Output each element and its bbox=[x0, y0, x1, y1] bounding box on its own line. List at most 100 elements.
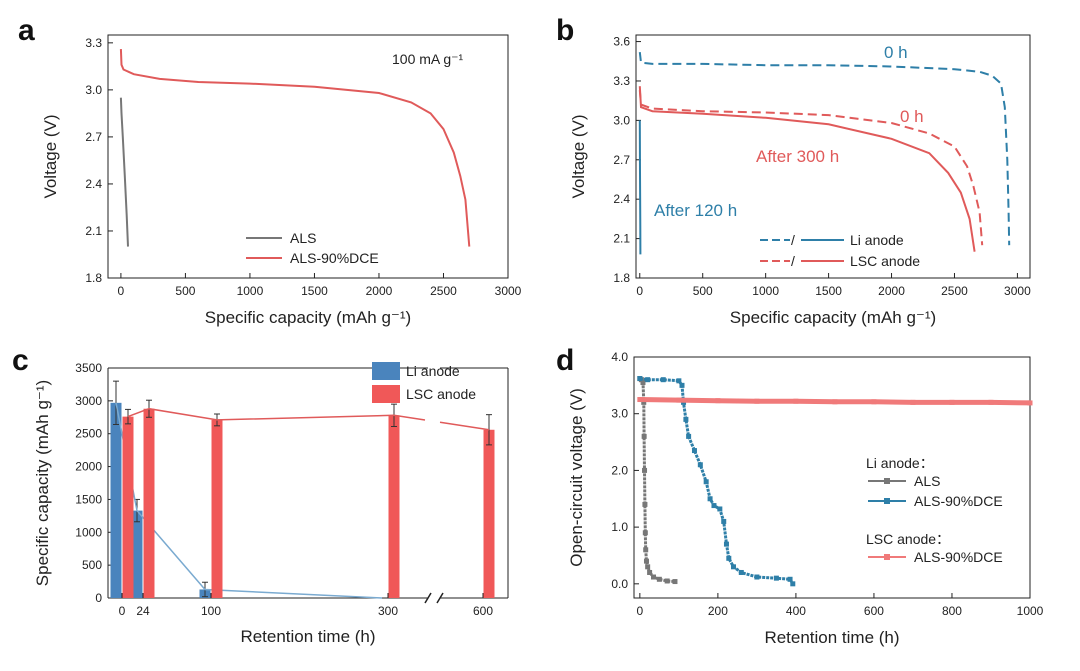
d-data-point bbox=[676, 397, 682, 403]
c-ytick-label: 500 bbox=[82, 558, 102, 572]
c-bar-lsc bbox=[211, 419, 223, 598]
b-xtick-label: 1000 bbox=[752, 284, 779, 298]
a-xtick-label: 1000 bbox=[237, 284, 264, 298]
b-series-line-1 bbox=[638, 120, 642, 255]
c-xtick-label: 600 bbox=[473, 604, 493, 618]
a-ytick-label: 3.3 bbox=[85, 36, 102, 50]
d-data-point bbox=[640, 380, 646, 386]
b-series-line-3 bbox=[638, 86, 976, 252]
b-ytick-label: 2.1 bbox=[613, 232, 630, 246]
a-xtick-label: 0 bbox=[118, 284, 125, 298]
d-data-point bbox=[703, 479, 709, 485]
d-series-line-0 bbox=[638, 377, 676, 584]
d-data-point bbox=[679, 382, 685, 388]
b-ytick-label: 3.6 bbox=[613, 35, 630, 49]
c-ytick-label: 1000 bbox=[75, 525, 102, 539]
c-ytick-label: 1500 bbox=[75, 492, 102, 506]
c-y-axis-label: Specific capacity (mAh g⁻¹) bbox=[33, 380, 52, 586]
d-data-point bbox=[697, 462, 703, 468]
d-data-point bbox=[793, 398, 799, 404]
c-xtick-label: 300 bbox=[378, 604, 398, 618]
b-annotation: After 120 h bbox=[654, 201, 737, 220]
b-ytick-label: 2.7 bbox=[613, 153, 630, 167]
d-legend-marker bbox=[884, 498, 890, 504]
d-data-point bbox=[651, 574, 657, 580]
b-series-line-2 bbox=[638, 90, 984, 246]
c-bar-lsc bbox=[143, 408, 155, 598]
a-xtick-label: 3000 bbox=[495, 284, 522, 298]
d-data-point bbox=[711, 503, 717, 509]
a-xtick-label: 2500 bbox=[430, 284, 457, 298]
c-bar-lsc bbox=[388, 415, 400, 598]
b-ytick-label: 3.3 bbox=[613, 74, 630, 88]
d-legend-marker bbox=[884, 478, 890, 484]
d-data-point bbox=[721, 518, 727, 524]
d-data-point bbox=[643, 547, 649, 553]
c-trend-line-lsc bbox=[439, 421, 490, 431]
d-data-point bbox=[754, 398, 760, 404]
d-data-point bbox=[683, 416, 689, 422]
a-ytick-label: 1.8 bbox=[85, 271, 102, 285]
d-data-point bbox=[717, 506, 723, 512]
c-ytick-label: 3500 bbox=[75, 361, 102, 375]
c-axis-break-mark bbox=[424, 592, 432, 604]
d-data-point bbox=[637, 376, 643, 382]
d-data-point bbox=[988, 399, 994, 405]
d-data-point bbox=[1027, 400, 1033, 406]
d-data-point bbox=[707, 496, 713, 502]
c-bar-li bbox=[131, 510, 143, 598]
chart-panel-c: 0 500 1000 1500 2000 2500 3000 3500 0 24 100 300 600… bbox=[33, 361, 509, 646]
d-data-point bbox=[643, 558, 649, 564]
c-ytick-label: 0 bbox=[95, 591, 102, 605]
c-bar-li bbox=[110, 402, 122, 598]
d-x-axis-label: Retention time (h) bbox=[764, 628, 899, 647]
d-data-point bbox=[645, 564, 651, 570]
a-legend-label: ALS bbox=[290, 230, 316, 246]
b-ytick-label: 1.8 bbox=[613, 271, 630, 285]
a-ytick-label: 2.7 bbox=[85, 130, 102, 144]
b-xtick-label: 2000 bbox=[878, 284, 905, 298]
panel-label-a: a bbox=[18, 14, 35, 47]
d-data-point bbox=[645, 377, 651, 383]
b-xtick-label: 0 bbox=[636, 284, 643, 298]
c-bar-lsc bbox=[483, 429, 495, 598]
d-data-point bbox=[664, 578, 670, 584]
b-legend-label: LSC anode bbox=[850, 253, 920, 269]
d-data-point bbox=[730, 564, 736, 570]
b-series-line-0 bbox=[638, 51, 1011, 246]
a-xtick-label: 1500 bbox=[301, 284, 328, 298]
c-axis-break-mark bbox=[436, 592, 444, 604]
d-data-point bbox=[949, 399, 955, 405]
a-series-line-als bbox=[119, 97, 129, 247]
d-data-point bbox=[637, 397, 643, 403]
d-data-point bbox=[641, 399, 647, 405]
d-legend-label: ALS-90%DCE bbox=[914, 493, 1003, 509]
d-data-point bbox=[642, 501, 648, 507]
b-ytick-label: 2.4 bbox=[613, 192, 630, 206]
b-plot-frame bbox=[635, 34, 1031, 279]
b-xtick-label: 2500 bbox=[941, 284, 968, 298]
b-ytick-label: 3.0 bbox=[613, 113, 630, 127]
panel-label-c: c bbox=[12, 344, 29, 377]
a-annotation-current: 100 mA g⁻¹ bbox=[392, 51, 464, 67]
a-y-axis-label: Voltage (V) bbox=[41, 114, 60, 198]
d-legend-marker bbox=[884, 554, 890, 560]
a-legend-label: ALS-90%DCE bbox=[290, 250, 379, 266]
d-xtick-label: 0 bbox=[637, 604, 644, 618]
c-xtick-label: 24 bbox=[136, 604, 150, 618]
b-annotation: 0 h bbox=[900, 107, 924, 126]
b-y-axis-label: Voltage (V) bbox=[569, 114, 588, 198]
d-data-point bbox=[642, 467, 648, 473]
d-ytick-label: 0.0 bbox=[611, 577, 628, 591]
panel-label-d: d bbox=[556, 344, 574, 377]
b-xtick-label: 3000 bbox=[1004, 284, 1031, 298]
d-data-point bbox=[660, 377, 666, 383]
c-xtick-label: 0 bbox=[119, 604, 126, 618]
d-data-point bbox=[656, 576, 662, 582]
b-legend-label: Li anode bbox=[850, 232, 904, 248]
d-data-point bbox=[726, 555, 732, 561]
a-x-axis-label: Specific capacity (mAh g⁻¹) bbox=[205, 308, 411, 327]
b-xtick-label: 500 bbox=[693, 284, 713, 298]
d-data-point bbox=[715, 398, 721, 404]
d-data-point bbox=[773, 575, 779, 581]
